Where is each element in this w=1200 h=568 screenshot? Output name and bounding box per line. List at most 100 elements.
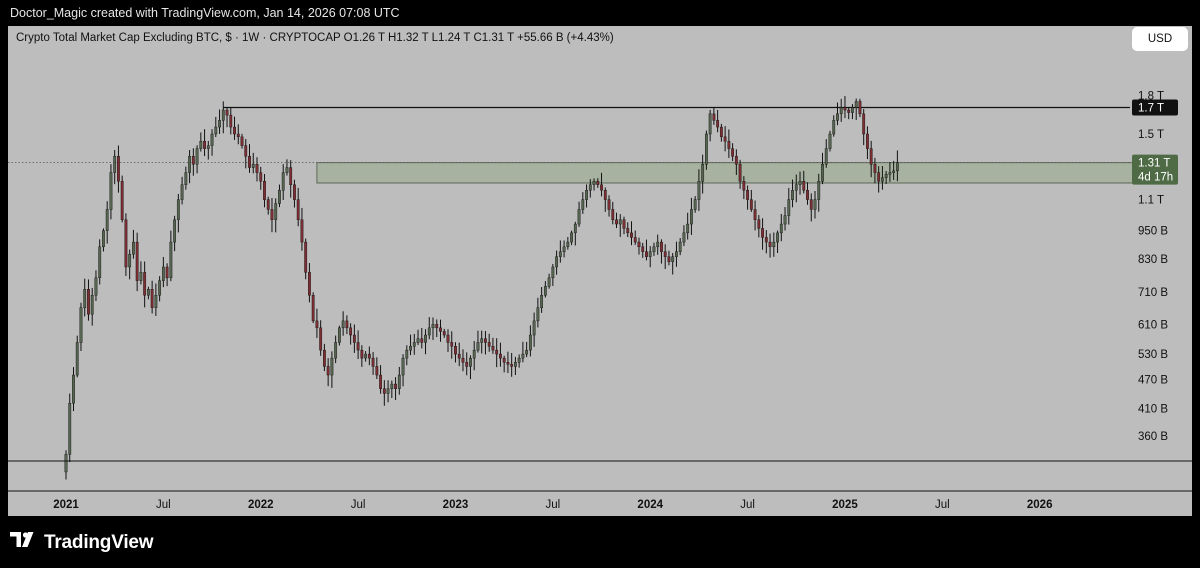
last-price-label: 1.31 T bbox=[1138, 158, 1170, 170]
candle-body bbox=[832, 120, 836, 135]
candle-body bbox=[858, 101, 862, 115]
candle-body bbox=[382, 388, 386, 394]
candle-body bbox=[566, 241, 570, 248]
y-tick-label: 950 B bbox=[1138, 226, 1168, 238]
candle-body bbox=[839, 107, 843, 115]
candle-body bbox=[75, 342, 79, 376]
candle-body bbox=[514, 362, 517, 367]
candle-body bbox=[270, 209, 274, 220]
candle-body bbox=[244, 145, 248, 157]
candle-body bbox=[753, 209, 757, 220]
x-tick-label: 2026 bbox=[1027, 499, 1053, 511]
candle-body bbox=[251, 164, 255, 168]
candle-body bbox=[622, 219, 626, 229]
candle-body bbox=[637, 241, 641, 248]
candlestick-chart[interactable]: 1.8 T 1.5 T 1.1 T 950 B 830 B 710 B 610 B 530 B… bbox=[8, 26, 1192, 516]
candle-body bbox=[139, 272, 143, 281]
candle-body bbox=[469, 357, 472, 367]
x-tick-label: Jul bbox=[935, 499, 950, 511]
candle-body bbox=[663, 251, 667, 257]
candle-body bbox=[334, 342, 338, 359]
candle-body bbox=[424, 334, 427, 343]
candle-body bbox=[124, 219, 128, 268]
candle-body bbox=[495, 349, 499, 355]
currency-button[interactable]: USD bbox=[1132, 27, 1188, 51]
candle-body bbox=[701, 164, 705, 182]
y-tick-label: 1.8 T bbox=[1138, 90, 1164, 102]
candle-body bbox=[555, 256, 558, 268]
candle-body bbox=[435, 324, 439, 329]
chart-panel[interactable]: 1.8 T 1.5 T 1.1 T 950 B 830 B 710 B 610 B 530 B… bbox=[8, 26, 1192, 516]
candle-body bbox=[869, 148, 873, 165]
x-tick-label: 2023 bbox=[443, 499, 469, 511]
candle-body bbox=[851, 107, 854, 113]
candle-body bbox=[813, 199, 817, 210]
candle-body bbox=[761, 228, 764, 238]
candle-body bbox=[427, 327, 431, 336]
candle-body bbox=[630, 232, 633, 238]
candle-body bbox=[472, 349, 476, 359]
candle-body bbox=[802, 181, 806, 191]
candle-body bbox=[233, 126, 236, 135]
candle-body bbox=[491, 346, 495, 351]
candle-body bbox=[476, 342, 480, 351]
candle-body bbox=[90, 295, 94, 315]
candle-body bbox=[806, 190, 809, 200]
candle-body bbox=[161, 266, 165, 281]
y-tick-label: 1.1 T bbox=[1138, 195, 1164, 207]
candle-body bbox=[671, 256, 675, 262]
candle-body bbox=[450, 342, 454, 347]
candle-body bbox=[263, 181, 266, 200]
candle-body bbox=[570, 232, 573, 243]
candle-body bbox=[506, 362, 510, 365]
candle-body bbox=[618, 219, 622, 225]
candle-body bbox=[727, 140, 731, 149]
y-tick-label: 360 B bbox=[1138, 431, 1168, 443]
candle-body bbox=[420, 338, 424, 343]
tradingview-logo[interactable]: TradingView bbox=[10, 532, 154, 554]
candle-body bbox=[446, 334, 450, 343]
candle-body bbox=[532, 320, 536, 336]
candle-body bbox=[824, 148, 828, 165]
candle-body bbox=[169, 241, 173, 279]
x-tick-label: Jul bbox=[156, 499, 171, 511]
candle-body bbox=[645, 251, 648, 257]
candle-body bbox=[315, 320, 319, 329]
candle-body bbox=[480, 338, 484, 343]
y-tick-label: 470 B bbox=[1138, 375, 1168, 387]
candle-body bbox=[173, 219, 177, 243]
candle-body bbox=[360, 349, 364, 359]
candle-body bbox=[596, 181, 600, 185]
candle-body bbox=[412, 342, 416, 347]
candle-body bbox=[221, 109, 225, 121]
candle-body bbox=[633, 237, 637, 243]
candle-body bbox=[888, 172, 892, 175]
candle-body bbox=[150, 289, 154, 308]
candle-body bbox=[236, 133, 240, 138]
candle-body bbox=[72, 374, 75, 404]
candle-body bbox=[521, 353, 525, 359]
y-tick-label: 530 B bbox=[1138, 349, 1168, 361]
x-tick-label: 2024 bbox=[637, 499, 663, 511]
candle-body bbox=[764, 237, 768, 243]
candle-body bbox=[457, 353, 461, 359]
candle-body bbox=[105, 209, 109, 231]
candle-body bbox=[499, 353, 502, 359]
candle-body bbox=[731, 148, 735, 157]
candle-body bbox=[791, 190, 794, 200]
candle-body bbox=[487, 342, 491, 347]
candle-body bbox=[180, 184, 184, 200]
candle-body bbox=[742, 181, 746, 191]
candle-body bbox=[379, 374, 382, 389]
candle-body bbox=[719, 126, 723, 138]
candle-body bbox=[847, 109, 851, 113]
candle-body bbox=[836, 113, 839, 121]
candle-body bbox=[431, 324, 435, 329]
candle-body bbox=[809, 199, 813, 210]
candle-body bbox=[510, 364, 514, 367]
candle-body bbox=[798, 181, 802, 185]
candle-body bbox=[176, 199, 180, 220]
candle-body bbox=[397, 374, 401, 389]
x-tick-label: Jul bbox=[740, 499, 755, 511]
candle-body bbox=[884, 174, 888, 178]
